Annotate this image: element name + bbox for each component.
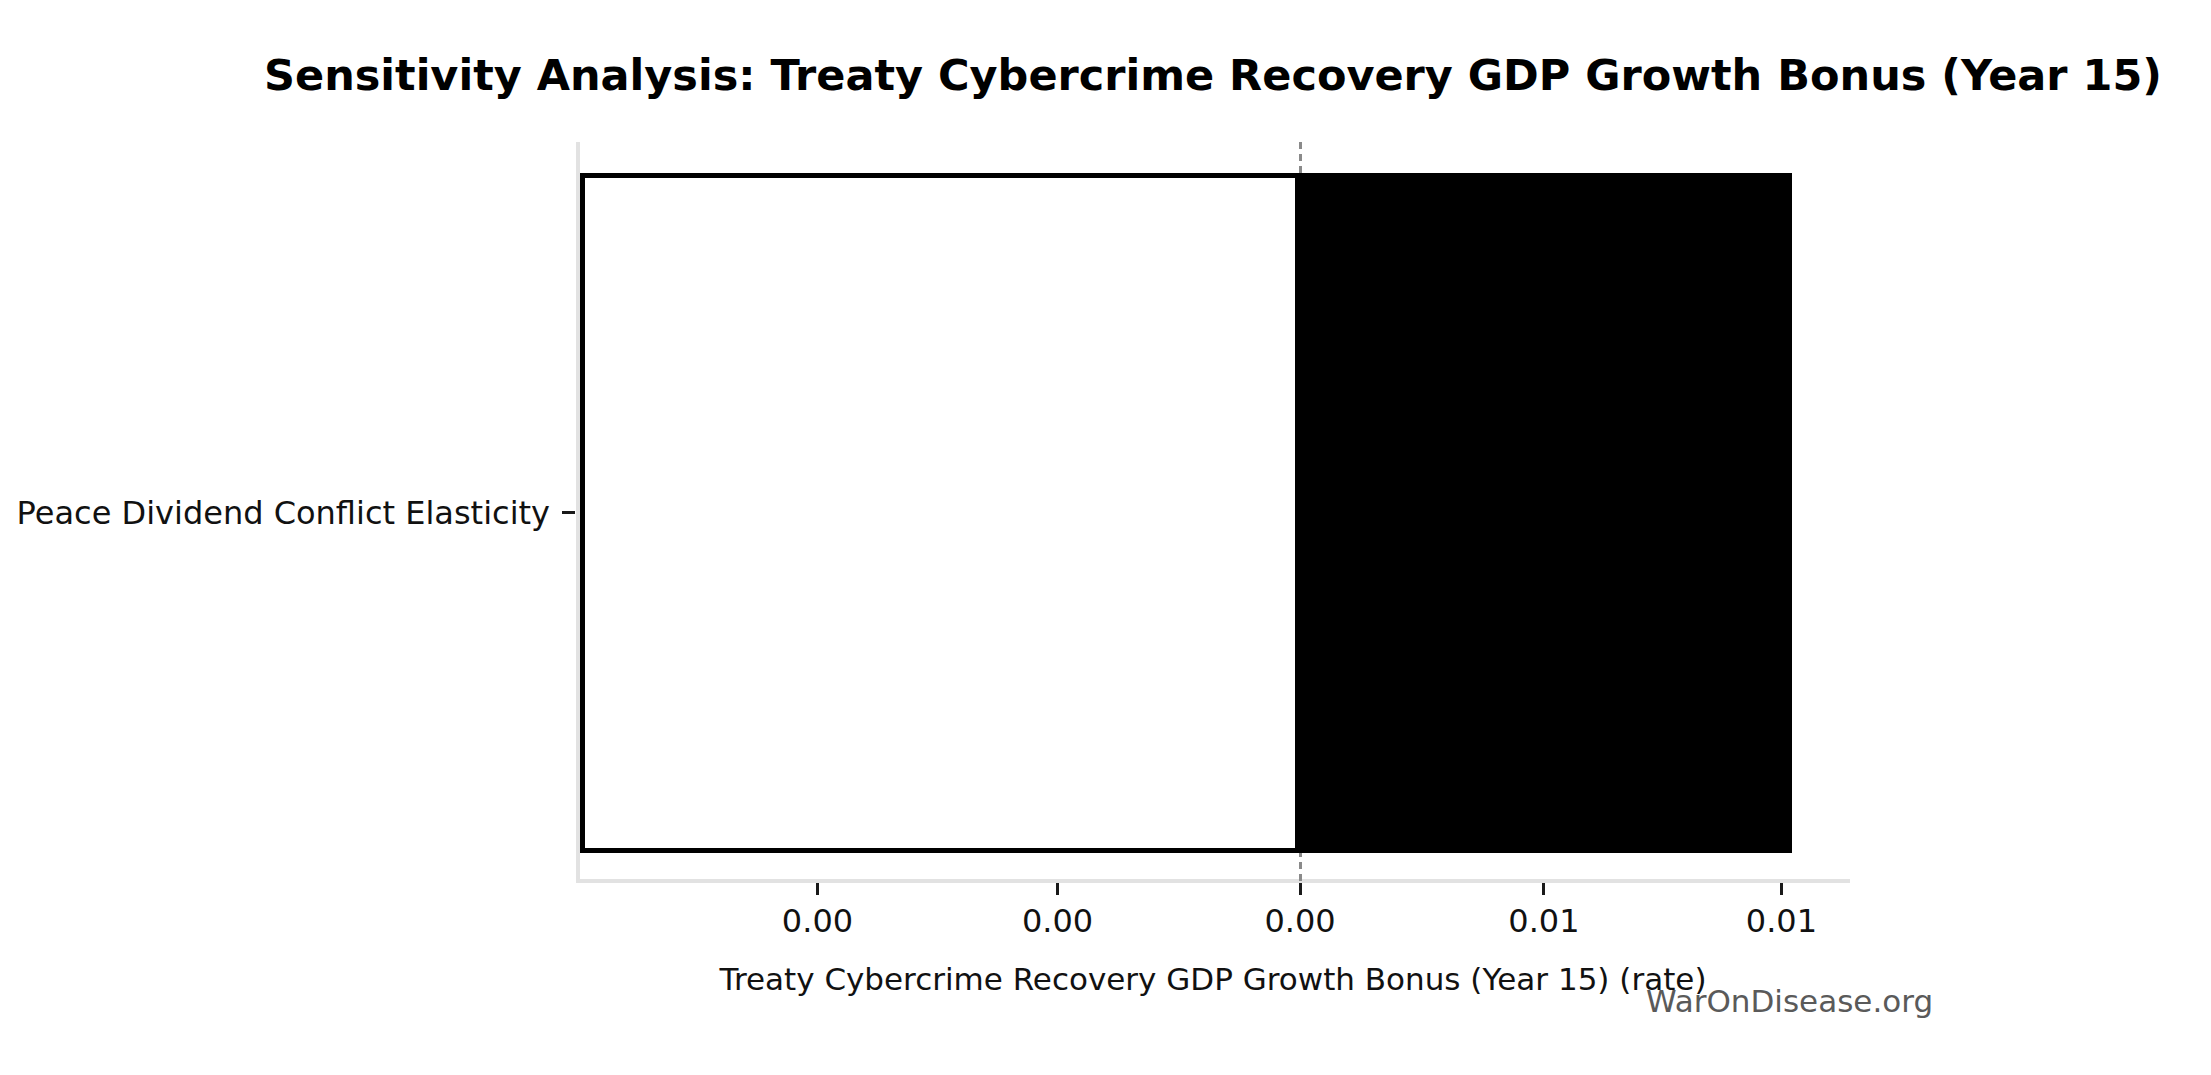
chart-title: Sensitivity Analysis: Treaty Cybercrime … [264,50,2162,100]
x-tick-mark [816,883,819,895]
x-tick-label: 0.01 [1746,902,1817,940]
y-tick-mark [562,511,575,514]
sensitivity-chart-figure: Sensitivity Analysis: Treaty Cybercrime … [0,0,2211,1075]
x-tick-mark [1780,883,1783,895]
x-tick-label: 0.00 [1264,902,1335,940]
y-category-label: Peace Dividend Conflict Elasticity [17,494,550,532]
plot-area: 0.000.000.000.010.01 [576,142,1850,883]
bar-high-side [1300,173,1791,853]
x-tick-mark [1299,883,1302,895]
x-axis-label: Treaty Cybercrime Recovery GDP Growth Bo… [720,961,1707,997]
x-tick-mark [1056,883,1059,895]
x-tick-label: 0.01 [1508,902,1579,940]
x-tick-mark [1542,883,1545,895]
watermark: WarOnDisease.org [1646,983,1933,1019]
x-tick-label: 0.00 [782,902,853,940]
bar-low-side [580,173,1300,853]
x-tick-label: 0.00 [1022,902,1093,940]
